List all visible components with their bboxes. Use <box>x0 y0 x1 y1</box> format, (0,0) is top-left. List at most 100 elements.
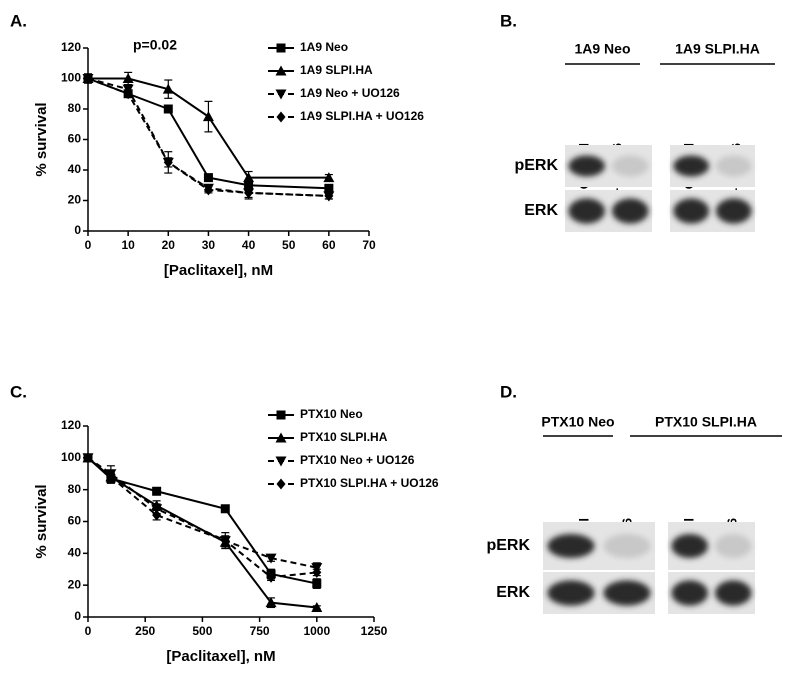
row-label: pERK <box>514 157 558 174</box>
x-tick-label: 1000 <box>303 624 330 638</box>
x-axis-label: [Paclitaxel], nM <box>166 648 275 665</box>
blot-band <box>611 155 649 177</box>
blot-band <box>671 534 709 558</box>
group-label: PTX10 SLPI.HA <box>655 414 757 430</box>
y-tick-label: 20 <box>68 577 82 591</box>
series-line <box>87 457 317 609</box>
row-label: pERK <box>486 537 530 554</box>
legend-label: PTX10 Neo + UO126 <box>300 453 415 467</box>
x-tick-label: 250 <box>135 624 155 638</box>
series-line <box>87 457 317 579</box>
blot-band <box>603 580 651 606</box>
marker <box>276 43 286 53</box>
blot-band <box>547 580 595 606</box>
blot-band <box>714 580 752 606</box>
marker <box>220 504 230 514</box>
x-tick-label: 500 <box>192 624 212 638</box>
marker <box>275 65 287 76</box>
y-tick-label: 120 <box>61 418 81 432</box>
marker <box>243 172 255 183</box>
panel-label: C. <box>10 382 27 401</box>
marker <box>276 478 286 490</box>
y-tick-label: 40 <box>68 162 82 176</box>
blot-band <box>568 155 606 177</box>
marker <box>324 190 334 202</box>
series-line <box>87 457 318 585</box>
x-tick-label: 50 <box>282 238 296 252</box>
blot-band <box>568 198 606 224</box>
legend-label: PTX10 Neo <box>300 407 363 421</box>
blot-band <box>715 198 752 224</box>
x-tick-label: 70 <box>362 238 376 252</box>
blot-band <box>671 580 709 606</box>
marker <box>163 104 173 114</box>
blot-band <box>715 155 752 177</box>
marker <box>312 579 322 589</box>
marker <box>275 456 287 467</box>
legend-label: 1A9 SLPI.HA + UO126 <box>300 109 424 123</box>
y-tick-label: 20 <box>68 193 82 207</box>
marker <box>275 432 287 443</box>
y-axis-label: % survival <box>33 484 50 558</box>
marker <box>265 597 277 608</box>
y-tick-label: 40 <box>68 546 82 560</box>
marker <box>323 172 335 183</box>
y-tick-label: 120 <box>61 40 81 54</box>
legend-label: PTX10 SLPI.HA <box>300 430 388 444</box>
marker <box>312 566 322 578</box>
legend-label: 1A9 Neo <box>300 40 348 54</box>
marker <box>162 83 174 94</box>
marker <box>324 183 334 193</box>
blot-band <box>714 534 752 558</box>
blot-band <box>673 198 710 224</box>
marker <box>152 509 162 521</box>
group-label: PTX10 Neo <box>541 414 614 430</box>
x-tick-label: 750 <box>250 624 270 638</box>
panel-label: B. <box>500 11 517 30</box>
row-label: ERK <box>496 584 530 601</box>
marker <box>122 73 134 83</box>
series-line <box>87 77 329 197</box>
series-line <box>88 77 329 179</box>
annotation: p=0.02 <box>133 37 177 53</box>
marker <box>106 471 116 483</box>
x-tick-label: 20 <box>162 238 176 252</box>
x-tick-label: 0 <box>85 624 92 638</box>
panel-label: D. <box>500 382 517 401</box>
blot-band <box>673 155 710 177</box>
blot-band <box>547 534 595 558</box>
marker <box>83 452 93 464</box>
marker <box>83 73 93 84</box>
marker <box>123 88 133 100</box>
marker <box>266 571 276 583</box>
y-tick-label: 0 <box>74 223 81 237</box>
x-tick-label: 40 <box>242 238 256 252</box>
y-tick-label: 100 <box>61 450 81 464</box>
row-label: ERK <box>524 202 558 219</box>
marker <box>163 156 173 168</box>
x-tick-label: 60 <box>322 238 336 252</box>
marker <box>265 553 277 564</box>
x-tick-label: 0 <box>85 238 92 252</box>
panel-label: A. <box>10 11 27 30</box>
x-axis-label: [Paclitaxel], nM <box>164 262 273 279</box>
group-label: 1A9 SLPI.HA <box>675 41 760 57</box>
blot-band <box>603 534 651 558</box>
legend-label: 1A9 Neo + UO126 <box>300 86 400 100</box>
marker <box>203 184 213 196</box>
marker <box>244 180 254 190</box>
x-tick-label: 30 <box>202 238 216 252</box>
marker <box>276 111 286 123</box>
marker <box>151 504 163 515</box>
legend-label: PTX10 SLPI.HA + UO126 <box>300 476 439 490</box>
y-tick-label: 80 <box>68 482 82 496</box>
y-tick-label: 80 <box>68 101 82 115</box>
series-line <box>87 77 329 197</box>
marker <box>203 173 213 183</box>
marker <box>220 535 230 547</box>
marker <box>244 187 254 199</box>
marker <box>152 486 162 496</box>
marker <box>275 89 287 100</box>
y-tick-label: 0 <box>74 609 81 623</box>
